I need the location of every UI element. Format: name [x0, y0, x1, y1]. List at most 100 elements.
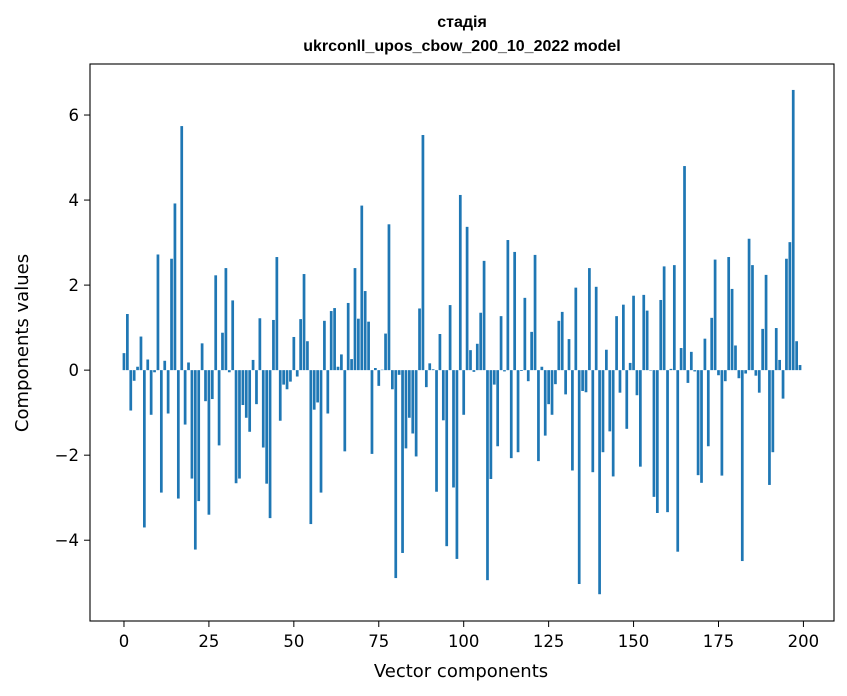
bar [214, 275, 218, 371]
bar [547, 370, 550, 405]
x-tick-label: 200 [788, 632, 820, 651]
bar [761, 328, 765, 371]
bar [567, 339, 571, 371]
bar [642, 294, 646, 371]
bar [693, 370, 697, 372]
bar [679, 348, 683, 371]
bar [139, 336, 143, 371]
bar [778, 359, 781, 371]
bar [523, 297, 527, 371]
bar [241, 370, 245, 406]
bar [292, 336, 296, 371]
bar [455, 370, 459, 559]
plot-area-frame [89, 63, 835, 622]
bar [689, 351, 693, 371]
bar [513, 251, 517, 371]
bar [122, 353, 126, 371]
bar [785, 258, 788, 371]
bar [672, 265, 676, 371]
bar [350, 359, 353, 371]
bar [268, 370, 272, 519]
bar [255, 370, 258, 405]
bar [710, 317, 714, 371]
bar [377, 370, 381, 386]
bar [132, 370, 136, 381]
bar [652, 370, 656, 497]
y-tick-label: −2 [55, 446, 79, 465]
bar [537, 370, 540, 462]
bar [146, 359, 150, 371]
bar [227, 370, 231, 373]
bar [414, 370, 418, 457]
y-tick-label: 4 [69, 191, 80, 210]
bar [387, 224, 391, 371]
x-axis-label: Vector components [374, 661, 548, 682]
bar [346, 302, 350, 371]
bar [577, 370, 581, 585]
bar [734, 345, 737, 371]
y-tick-label: 2 [69, 276, 80, 295]
bar [261, 370, 265, 448]
bar [238, 370, 241, 479]
bar [394, 370, 398, 579]
bar [717, 370, 720, 376]
bar [781, 370, 785, 399]
bar [278, 370, 282, 421]
bar [530, 331, 533, 371]
bar [751, 265, 754, 371]
x-tick-label: 75 [368, 632, 389, 651]
chart-title-line-1: стадія [437, 14, 487, 31]
bar [791, 89, 795, 371]
bar [153, 370, 156, 373]
bar [713, 259, 717, 371]
x-tick-label: 100 [448, 632, 480, 651]
bar [265, 370, 269, 484]
bar [282, 370, 285, 385]
bar [550, 370, 554, 415]
bar [363, 291, 367, 371]
bar [696, 370, 700, 476]
bar [166, 370, 170, 414]
bar [458, 194, 462, 371]
bar [231, 300, 235, 371]
bar [608, 370, 612, 432]
bar [275, 257, 279, 371]
bar [149, 370, 153, 415]
bar [557, 320, 561, 371]
bar [479, 312, 483, 371]
bar [401, 370, 404, 553]
chart-title-line-2: ukrconll_upos_cbow_200_10_2022 model [303, 38, 620, 55]
bar [197, 370, 201, 502]
bar [639, 370, 642, 467]
bar [370, 370, 374, 454]
bar [659, 299, 663, 371]
bar [754, 370, 758, 376]
bar [374, 368, 377, 371]
bar [605, 349, 608, 371]
bar [248, 370, 252, 432]
bar [757, 370, 761, 393]
bar [217, 370, 221, 446]
bar [795, 341, 798, 371]
bar [509, 370, 513, 459]
bar [598, 370, 601, 595]
bar [336, 366, 340, 371]
bar [554, 370, 557, 385]
bar [625, 370, 629, 429]
bar [210, 370, 214, 400]
bar [319, 370, 323, 493]
bar [506, 240, 510, 371]
x-tick-label: 50 [283, 632, 304, 651]
bar [397, 370, 401, 375]
bar [170, 258, 173, 371]
bar [435, 370, 438, 492]
bar [431, 369, 435, 371]
bar [706, 370, 710, 447]
bar [764, 274, 768, 371]
bar [747, 238, 751, 371]
bar [323, 320, 326, 371]
bar [788, 242, 792, 371]
bar [723, 370, 727, 382]
bar [353, 268, 357, 371]
bar [234, 370, 238, 484]
